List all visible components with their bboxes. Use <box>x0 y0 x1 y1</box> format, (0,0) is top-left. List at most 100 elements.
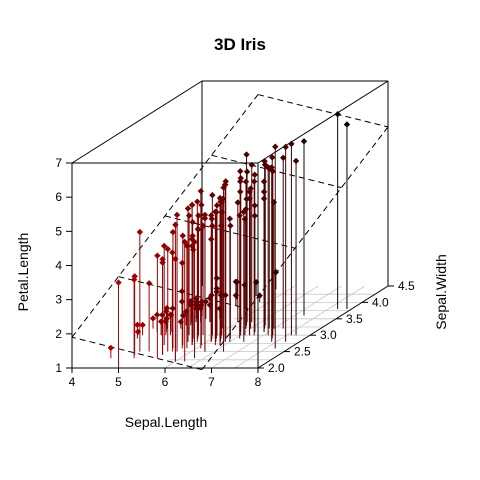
data-point <box>136 228 144 236</box>
data-point <box>164 245 171 253</box>
data-point <box>206 294 214 302</box>
data-point <box>178 298 186 305</box>
data-point <box>241 215 249 223</box>
data-point <box>243 151 250 158</box>
data-point <box>184 205 192 212</box>
data-point <box>270 199 278 206</box>
z-tick-label: 7 <box>55 156 62 170</box>
data-point <box>198 201 205 209</box>
data-point <box>145 280 153 287</box>
data-point <box>173 211 181 219</box>
x-tick-label: 6 <box>162 375 169 389</box>
data-point <box>139 321 146 329</box>
z-tick-label: 6 <box>55 190 62 204</box>
box-edge <box>257 285 389 369</box>
data-point <box>158 318 165 325</box>
data-point <box>162 318 170 325</box>
data-point <box>201 215 209 222</box>
data-point <box>216 305 223 312</box>
data-point <box>201 211 209 219</box>
data-point <box>197 305 204 312</box>
data-point <box>300 138 308 145</box>
data-point <box>237 168 244 175</box>
data-point <box>154 252 161 259</box>
data-point <box>209 191 216 199</box>
data-point <box>185 212 193 219</box>
data-point <box>213 202 221 209</box>
data-point <box>179 259 186 267</box>
data-point <box>343 121 351 128</box>
drop-lines <box>110 114 348 368</box>
data-point <box>181 238 188 246</box>
data-point <box>269 154 276 161</box>
data-point <box>282 143 289 151</box>
data-point <box>182 308 190 315</box>
data-point <box>163 308 170 315</box>
data-point <box>187 298 194 305</box>
data-point <box>159 256 166 263</box>
y-tick-label: 3.0 <box>320 328 337 342</box>
data-point <box>260 178 268 185</box>
y-tick-label: 4.0 <box>372 295 389 309</box>
y-axis-label: Sepal.Width <box>433 254 449 329</box>
data-point <box>237 188 244 195</box>
data-point <box>240 208 247 216</box>
data-point <box>130 276 138 283</box>
y-tick-label: 2.0 <box>268 361 285 375</box>
data-point <box>217 291 225 299</box>
z-axis-label: Petal.Length <box>15 233 31 312</box>
data-point <box>334 111 341 118</box>
data-point <box>261 158 268 165</box>
box-back-edges <box>71 80 389 286</box>
y-tick-label: 4.5 <box>398 279 415 293</box>
data-point <box>232 292 240 299</box>
data-point <box>292 157 300 165</box>
data-point <box>194 198 201 205</box>
x-tick-label: 5 <box>115 375 122 389</box>
data-point <box>208 236 215 243</box>
data-point <box>246 188 253 195</box>
data-point <box>288 140 295 148</box>
data-point <box>192 301 200 309</box>
data-point <box>260 188 268 196</box>
data-point <box>197 187 205 195</box>
data-point <box>280 154 287 162</box>
data-point <box>216 194 224 202</box>
data-point <box>194 225 202 233</box>
y-tick-label: 2.5 <box>294 345 311 359</box>
data-point <box>189 218 196 226</box>
z-tick-label: 3 <box>55 293 62 307</box>
data-point <box>149 315 157 322</box>
data-point <box>213 288 220 296</box>
x-tick-label: 8 <box>255 375 262 389</box>
data-point <box>178 288 186 295</box>
x-tick-label: 4 <box>69 375 76 389</box>
data-point <box>241 281 248 289</box>
data-point <box>251 178 258 185</box>
plane-line <box>211 154 342 189</box>
data-point <box>115 279 122 286</box>
data-point <box>272 268 280 276</box>
data-point <box>226 215 234 222</box>
plane-line <box>71 336 203 371</box>
data-point <box>213 285 220 292</box>
data-point <box>199 222 207 230</box>
data-point <box>217 222 225 229</box>
data-point <box>243 168 251 175</box>
data-point <box>242 205 250 213</box>
data-point <box>153 311 161 319</box>
data-point <box>179 232 186 239</box>
data-point <box>169 249 176 256</box>
data-point <box>177 318 185 326</box>
data-point <box>220 184 227 191</box>
data-point <box>134 328 142 335</box>
data-point <box>222 291 229 299</box>
data-point <box>246 195 253 202</box>
data-point <box>195 212 202 219</box>
data-point <box>264 164 272 171</box>
data-point <box>159 259 166 266</box>
data-point <box>213 275 220 282</box>
data-point <box>161 242 168 250</box>
data-point <box>179 312 187 319</box>
